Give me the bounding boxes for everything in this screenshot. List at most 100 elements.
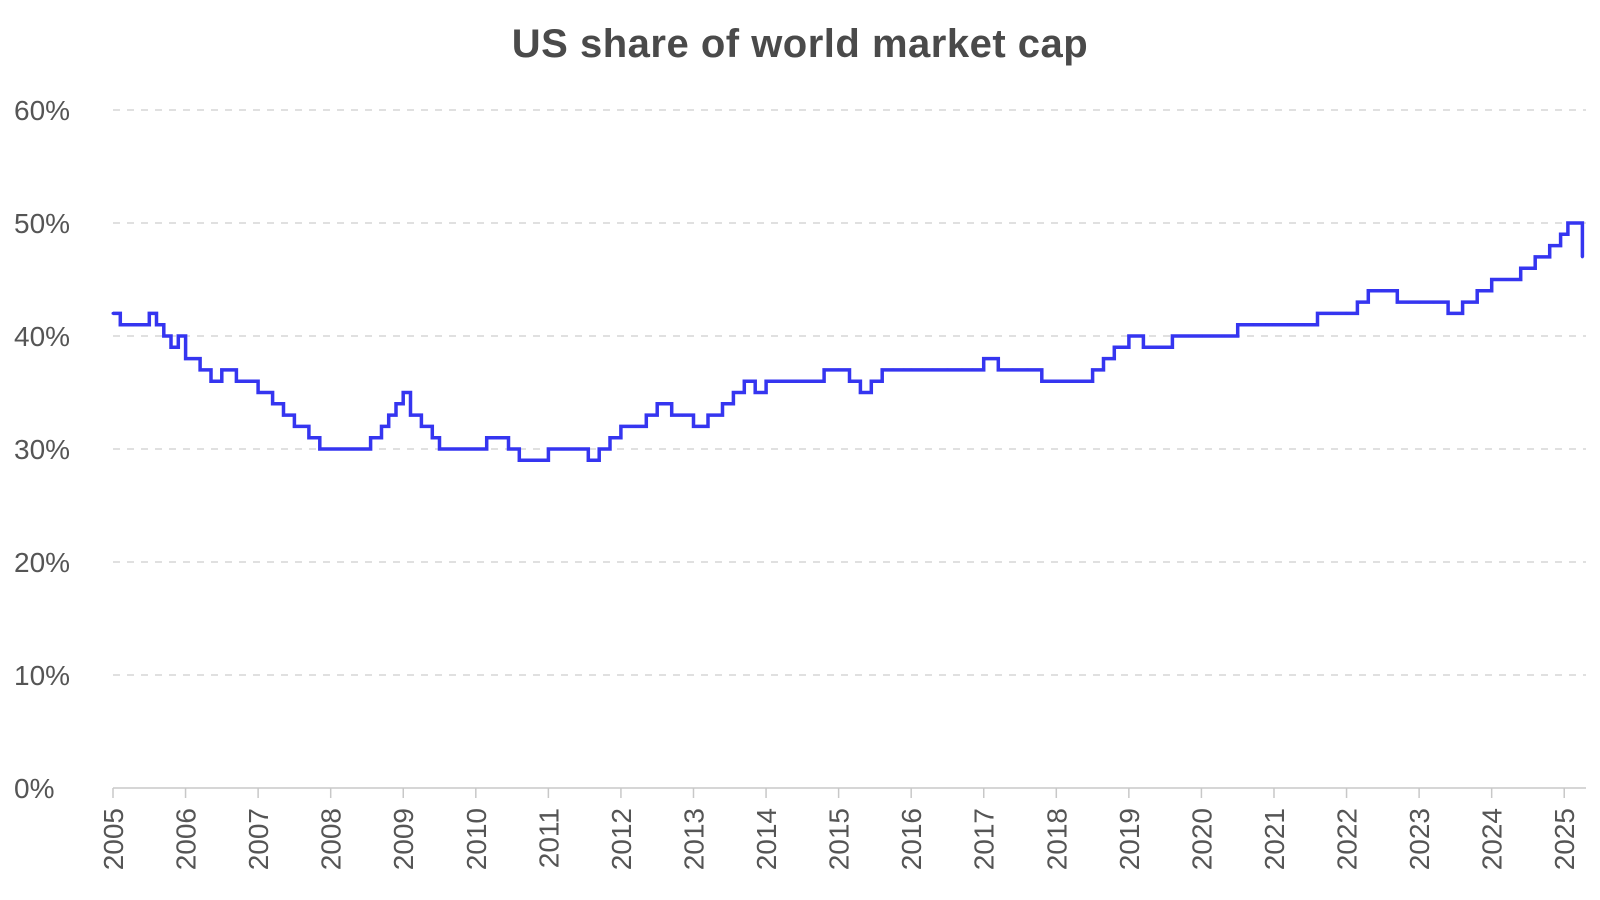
data-point [670,413,674,417]
x-tick-label: 2020 [1186,808,1217,870]
x-tick-label: 2023 [1404,808,1435,870]
data-point [220,368,224,372]
data-point [691,424,695,428]
data-point [1559,232,1563,236]
x-tick-label: 2005 [98,808,129,870]
data-point [1040,379,1044,383]
x-tick-label: 2018 [1041,808,1072,870]
data-point [945,368,949,372]
data-point [517,458,521,462]
data-point [350,447,354,451]
data-point [1548,244,1552,248]
data-point [837,368,841,372]
data-point [742,379,746,383]
x-tick-label: 2009 [388,808,419,870]
data-point [880,368,884,372]
x-tick-label: 2017 [969,808,1000,870]
data-point [184,357,188,361]
data-point [1475,289,1479,293]
data-point [869,379,873,383]
data-point [1432,300,1436,304]
data-point [1025,368,1029,372]
data-point [474,447,478,451]
data-point [169,345,173,349]
data-point [361,447,365,451]
data-point [960,368,964,372]
data-point [369,436,373,440]
x-tick-label: 2016 [896,808,927,870]
data-point [793,379,797,383]
data-point [394,402,398,406]
data-point [198,368,202,372]
data-point [706,413,710,417]
data-point [808,379,812,383]
x-tick-label: 2010 [461,808,492,870]
data-point [155,323,159,327]
y-tick-label: 60% [14,95,70,126]
data-point [340,447,344,451]
data-point [133,323,137,327]
data-point [1091,368,1095,372]
data-point [1141,345,1145,349]
x-tick-label: 2022 [1332,808,1363,870]
chart-title: US share of world market cap [511,22,1089,66]
data-point [971,368,975,372]
data-point [681,413,685,417]
data-point [245,379,249,383]
data-point [575,447,579,451]
x-tick-label: 2025 [1549,808,1580,870]
x-tick-label: 2015 [824,808,855,870]
data-point [633,424,637,428]
data-point [1011,368,1015,372]
x-tick-label: 2021 [1259,808,1290,870]
x-tick-label: 2008 [316,808,347,870]
data-point [731,391,735,394]
data-point [848,379,851,383]
data-point [1054,379,1058,383]
data-point [1566,221,1570,225]
data-point [1221,334,1225,338]
data-point [1446,311,1450,315]
data-point [387,413,391,417]
data-point [902,368,906,372]
x-tick-label: 2012 [606,808,637,870]
data-point [1112,345,1116,349]
data-point [256,391,260,394]
data-point [1345,311,1349,315]
line-layer [111,221,1585,463]
data-point [307,436,311,440]
data-point [506,447,510,451]
data-point [379,424,383,428]
data-point [779,379,783,383]
x-tick-label: 2011 [533,808,564,868]
data-point [1406,300,1410,304]
data-point [561,447,565,451]
data-point [118,323,122,327]
data-point [1250,323,1254,327]
y-tick-label: 0% [14,773,54,804]
data-point [1272,323,1276,327]
data-point [318,447,322,451]
y-tick-label: 20% [14,547,70,578]
data-point [1170,334,1174,338]
data-point [111,311,115,315]
data-point [1355,300,1359,304]
data-point [721,402,725,406]
data-point [1580,255,1584,259]
data-point [1069,379,1073,383]
data-point [1156,345,1160,349]
x-tick-label: 2024 [1477,808,1508,870]
data-point [996,368,1000,372]
data-point [982,357,986,361]
x-tick-label: 2013 [678,808,709,870]
data-point [1395,300,1399,304]
data-point [1519,266,1523,270]
data-point [1461,300,1465,304]
data-point [1185,334,1189,338]
data-point [430,436,434,440]
data-point [764,379,768,383]
data-point [532,458,536,462]
data-point [753,391,757,394]
data-point [485,436,489,440]
data-point [546,447,550,451]
